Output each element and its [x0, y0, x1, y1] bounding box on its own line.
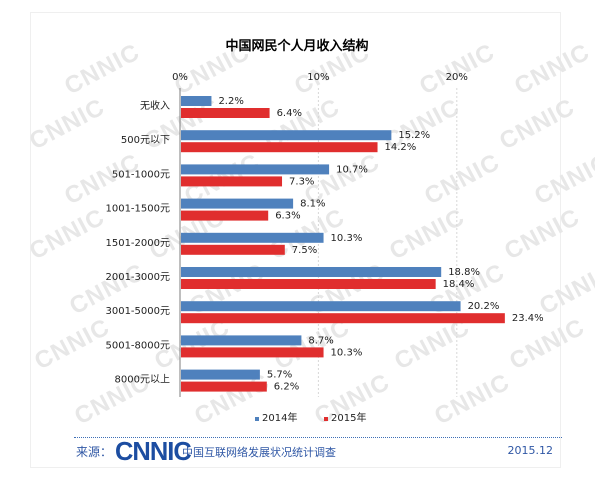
- grid-layer: [179, 88, 458, 397]
- series-2014-value-1: 2.2%: [218, 96, 243, 107]
- tick-layer: 0% 10% 20%: [172, 72, 468, 83]
- organization-name: 中国互联网络发展状况统计调查: [182, 446, 336, 459]
- series-2014-bar-9: [181, 369, 260, 380]
- series-2014-value-9: 5.7%: [267, 370, 292, 381]
- series-2014-value-2: 15.2%: [398, 130, 430, 141]
- x-tick-10: 10%: [307, 72, 329, 83]
- series-2015-bar-5: [181, 244, 285, 255]
- footer-divider: [74, 437, 562, 438]
- series-2014-bar-4: [181, 198, 294, 209]
- x-tick-20: 20%: [446, 72, 468, 83]
- series-2014-value-5: 10.3%: [331, 233, 363, 244]
- series-2015-value-4: 6.3%: [275, 211, 300, 222]
- series-2014-bar-2: [181, 130, 392, 141]
- series-2015-bar-7: [181, 313, 505, 324]
- category-label-4: 1001-1500元: [105, 204, 170, 215]
- chart-title: 中国网民个人月收入结构: [225, 38, 368, 54]
- report-date: 2015.12: [507, 444, 554, 457]
- series-2015-value-1: 6.4%: [277, 108, 302, 119]
- series-2015-bar-2: [181, 142, 378, 153]
- legend-2014-marker: [255, 417, 259, 421]
- category-label-6: 2001-3000元: [105, 272, 170, 283]
- category-label-5: 1501-2000元: [105, 238, 170, 249]
- series-2015-value-2: 14.2%: [385, 142, 417, 153]
- cnnic-logo: CNNIC: [115, 436, 192, 466]
- series-2014-value-4: 8.1%: [300, 199, 325, 210]
- category-label-3: 501-1000元: [112, 169, 170, 180]
- series-2014-bar-5: [181, 232, 324, 243]
- category-layer: 无收入 500元以下 501-1000元 1001-1500元 1501-2000元 20…: [105, 99, 170, 386]
- category-label-7: 3001-5000元: [105, 306, 170, 317]
- series-2014-bar-1: [181, 96, 212, 106]
- series-2015-bar-1: [181, 108, 270, 118]
- series-2014-bar-3: [181, 164, 330, 175]
- legend-layer: 2014年 2015年: [255, 411, 366, 424]
- bar-layer: [181, 96, 505, 392]
- x-tick-0: 0%: [172, 72, 188, 83]
- series-2015-bar-6: [181, 279, 436, 289]
- series-2015-value-6: 18.4%: [443, 279, 475, 290]
- series-2015-bar-4: [181, 210, 269, 221]
- legend-2015-marker: [324, 417, 328, 421]
- category-label-8: 5001-8000元: [105, 340, 170, 351]
- series-2015-value-9: 6.2%: [274, 382, 299, 393]
- series-2014-value-3: 10.7%: [336, 164, 368, 175]
- series-2014-bar-7: [181, 301, 461, 312]
- series-2014-value-6: 18.8%: [448, 267, 480, 278]
- category-label-2: 500元以下: [121, 135, 170, 146]
- category-label-1: 无收入: [140, 99, 170, 112]
- series-2014-value-8: 8.7%: [308, 335, 333, 346]
- series-2015-bar-3: [181, 176, 283, 187]
- series-2015-value-5: 7.5%: [292, 245, 317, 256]
- series-2015-value-3: 7.3%: [289, 176, 314, 187]
- legend-2015-label: 2015年: [331, 411, 366, 424]
- category-label-9: 8000元以上: [115, 374, 170, 386]
- series-2014-bar-6: [181, 267, 442, 277]
- source-label: 来源：: [76, 445, 113, 459]
- legend-2014-label: 2014年: [262, 411, 297, 424]
- series-2014-bar-8: [181, 335, 302, 346]
- series-2015-bar-9: [181, 381, 267, 392]
- series-2015-value-7: 23.4%: [512, 313, 544, 324]
- value-layer: 2.2% 6.4% 15.2%14.2% 10.7% 7.3% 8.1%6.3% 10.3%…: [218, 96, 543, 393]
- series-2015-bar-8: [181, 347, 324, 358]
- series-2015-value-8: 10.3%: [331, 347, 363, 358]
- series-2014-value-7: 20.2%: [468, 301, 500, 312]
